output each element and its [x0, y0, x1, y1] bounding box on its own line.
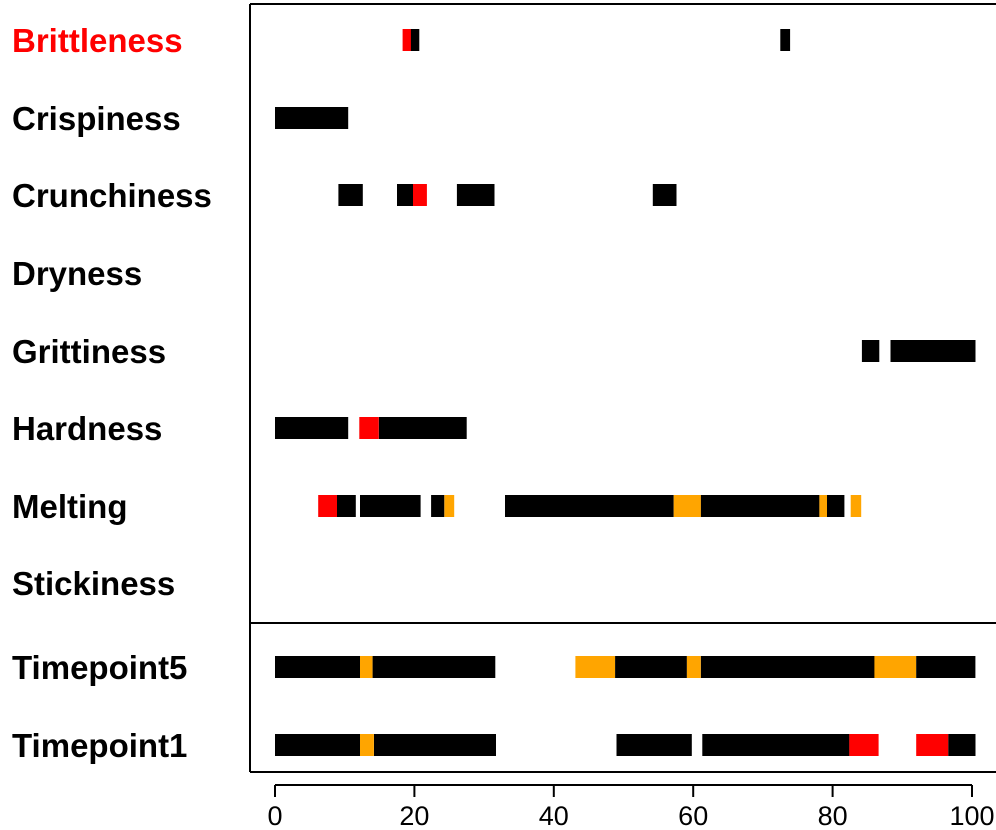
attribute-bar-segment — [402, 29, 411, 51]
attribute-bar-segment — [850, 495, 862, 517]
timepoint-bar-segment — [702, 734, 850, 756]
timepoint-bar-segment — [849, 734, 879, 756]
attribute-label: Melting — [12, 488, 127, 525]
timepoint-bar-segment — [616, 734, 692, 756]
attribute-bar-segment — [827, 495, 845, 517]
attribute-bar-segment — [861, 340, 880, 362]
attribute-bar-segment — [652, 184, 677, 206]
attribute-label: Grittiness — [12, 333, 166, 370]
attribute-bar-segment — [397, 184, 413, 206]
attribute-bar-segment — [318, 495, 337, 517]
timepoint-label: Timepoint5 — [12, 649, 187, 686]
x-tick-label: 20 — [399, 801, 429, 830]
attribute-bar-segment — [378, 417, 467, 439]
attribute-bar-segment — [700, 495, 820, 517]
attribute-bar-segment — [505, 495, 674, 517]
attribute-bar-segment — [673, 495, 701, 517]
timepoint-bar-segment — [874, 656, 917, 678]
timepoint-bar-segment — [275, 656, 360, 678]
attribute-label: Hardness — [12, 410, 162, 447]
timepoint-bar-segment — [360, 734, 374, 756]
x-tick-label: 40 — [539, 801, 569, 830]
attribute-bar-segment — [431, 495, 445, 517]
attribute-bar-segment — [410, 29, 420, 51]
x-tick-label: 60 — [678, 801, 708, 830]
attribute-bar-segment — [413, 184, 427, 206]
attribute-label: Crispiness — [12, 100, 181, 137]
attribute-label: Stickiness — [12, 565, 175, 602]
timepoint-bar-segment — [700, 656, 875, 678]
attribute-bar-segment — [780, 29, 791, 51]
x-tick-label: 80 — [818, 801, 848, 830]
attribute-bar-segment — [444, 495, 455, 517]
x-tick-label: 0 — [267, 801, 282, 830]
timepoint-bar-segment — [916, 656, 976, 678]
attribute-bar-segment — [338, 184, 363, 206]
attribute-label: Brittleness — [12, 22, 183, 59]
timepoint-label: Timepoint1 — [12, 727, 187, 764]
attribute-bar-segment — [337, 495, 356, 517]
chart-rows: Brittleness Crispiness Crunchiness Dryness G… — [12, 22, 976, 764]
timepoint-bar-segment — [948, 734, 976, 756]
attribute-bar-segment — [275, 107, 349, 129]
attribute-bar-segment — [456, 184, 495, 206]
x-tick-label: 100 — [949, 801, 994, 830]
timepoint-bar-segment — [275, 734, 360, 756]
attribute-label: Crunchiness — [12, 177, 212, 214]
timepoint-bar-segment — [615, 656, 687, 678]
x-axis: 0 20 40 60 80 100 — [267, 784, 995, 830]
attribute-bar-segment — [890, 340, 976, 362]
attribute-label: Dryness — [12, 255, 142, 292]
attribute-bar-segment — [359, 417, 379, 439]
timepoint-bar-segment — [360, 656, 373, 678]
timepoint-bar-segment — [374, 734, 496, 756]
timepoint-bar-segment — [575, 656, 616, 678]
timepoint-bar-segment — [686, 656, 701, 678]
attribute-bar-segment — [819, 495, 828, 517]
timepoint-bar-segment — [372, 656, 496, 678]
timepoint-bar-segment — [916, 734, 949, 756]
attribute-bar-segment — [275, 417, 349, 439]
attribute-bar-segment — [360, 495, 421, 517]
